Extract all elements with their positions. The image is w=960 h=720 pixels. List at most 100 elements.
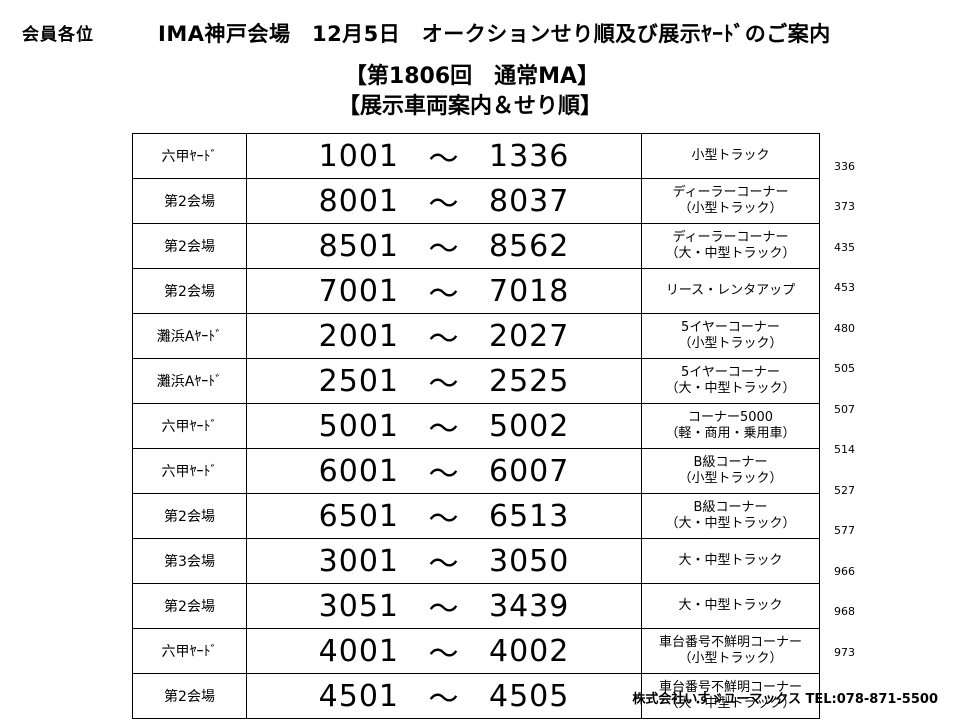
table-row: 第3会場 3001 ～ 3050 大・中型トラック: [132, 538, 820, 584]
category-cell: ディーラーコーナー （大・中型トラック）: [641, 223, 820, 269]
lot-range-end: 1336: [489, 138, 570, 174]
category-cell: 5イヤーコーナー （大・中型トラック）: [641, 358, 820, 404]
category-line: （小型トラック）: [678, 336, 783, 351]
lot-range-end: 5002: [489, 408, 570, 444]
lot-range-end: 6513: [489, 498, 570, 534]
lot-range-cell: 3001 ～ 3050: [246, 538, 642, 584]
cumulative-count: 373: [834, 200, 855, 213]
category-line: （大・中型トラック）: [665, 246, 796, 261]
category-cell: 大・中型トラック: [641, 538, 820, 584]
category-line: 車台番号不鮮明コーナー: [658, 635, 802, 650]
venue-cell: 第2会場: [132, 493, 247, 539]
lot-range-start: 7001: [318, 273, 399, 309]
cumulative-count: 507: [834, 402, 855, 416]
lot-range-start: 8001: [318, 183, 399, 219]
table-row: 第2会場 7001 ～ 7018 リース・レンタアップ: [132, 268, 820, 314]
category-line: コーナー5000: [687, 410, 774, 425]
category-cell: 小型トラック: [641, 133, 820, 179]
lot-range-end: 4002: [489, 633, 570, 669]
category-cell: 車台番号不鮮明コーナー （大・中型トラック）: [641, 673, 820, 719]
venue-cell: 六甲ﾔｰﾄﾞ: [132, 628, 247, 674]
lot-range-end: 6007: [489, 453, 570, 489]
lot-range-cell: 7001 ～ 7018: [246, 268, 642, 314]
lot-range-end: 2525: [489, 363, 570, 399]
table-row: 第2会場 8501 ～ 8562 ディーラーコーナー （大・中型トラック）: [132, 223, 820, 269]
cumulative-count: 966: [834, 564, 855, 578]
category-line: （小型トラック）: [678, 471, 783, 486]
range-separator: ～: [428, 232, 460, 267]
category-line: B級コーナー: [693, 500, 768, 515]
lot-range-cell: 2001 ～ 2027: [246, 313, 642, 359]
cumulative-count: 480: [834, 321, 855, 335]
range-separator: ～: [428, 592, 460, 627]
lot-range-start: 4501: [318, 678, 399, 714]
category-line: ディーラーコーナー: [672, 185, 789, 200]
table-row: 灘浜Aﾔｰﾄﾞ 2001 ～ 2027 5イヤーコーナー （小型トラック）: [132, 313, 820, 359]
range-separator: ～: [428, 547, 460, 582]
lot-range-start: 6001: [318, 453, 399, 489]
venue-cell: 第3会場: [132, 538, 247, 584]
cumulative-count: 505: [834, 362, 855, 375]
lot-range-cell: 4501 ～ 4505: [246, 673, 642, 719]
category-line: （大・中型トラック）: [665, 696, 796, 711]
lot-range-start: 3051: [318, 588, 399, 624]
range-separator: ～: [428, 457, 460, 492]
table-row: 六甲ﾔｰﾄﾞ 5001 ～ 5002 コーナー5000 （軽・商用・乗用車）: [132, 403, 820, 449]
category-cell: コーナー5000 （軽・商用・乗用車）: [641, 403, 820, 449]
category-line: 5イヤーコーナー: [681, 320, 780, 335]
category-line: リース・レンタアップ: [665, 283, 796, 298]
lot-range-cell: 8501 ～ 8562: [246, 223, 642, 269]
cumulative-count: 968: [834, 605, 855, 618]
table-row: 第2会場 6501 ～ 6513 B級コーナー （大・中型トラック）: [132, 493, 820, 539]
range-separator: ～: [428, 682, 460, 717]
range-separator: ～: [428, 412, 460, 447]
range-separator: ～: [428, 637, 460, 672]
venue-cell: 六甲ﾔｰﾄﾞ: [132, 133, 247, 179]
cumulative-count: 336: [834, 159, 855, 173]
category-line: （小型トラック）: [678, 201, 783, 216]
category-cell: B級コーナー （小型トラック）: [641, 448, 820, 494]
table-row: 第2会場 3051 ～ 3439 大・中型トラック: [132, 583, 820, 629]
category-line: B級コーナー: [693, 455, 768, 470]
cumulative-count: 577: [834, 524, 855, 537]
category-line: 小型トラック: [691, 148, 770, 163]
lot-range-end: 4505: [489, 678, 570, 714]
lot-range-end: 3050: [489, 543, 570, 579]
range-separator: ～: [428, 142, 460, 177]
lot-range-start: 6501: [318, 498, 399, 534]
table-row: 灘浜Aﾔｰﾄﾞ 2501 ～ 2525 5イヤーコーナー （大・中型トラック）: [132, 358, 820, 404]
venue-cell: 六甲ﾔｰﾄﾞ: [132, 448, 247, 494]
category-cell: B級コーナー （大・中型トラック）: [641, 493, 820, 539]
venue-cell: 第2会場: [132, 583, 247, 629]
lot-range-start: 4001: [318, 633, 399, 669]
addressee: 会員各位: [22, 25, 94, 45]
cumulative-totals: 336 373 435 453 480 505 507 514 527 577 966 968 973: [834, 133, 894, 660]
venue-cell: 灘浜Aﾔｰﾄﾞ: [132, 358, 247, 404]
category-line: 5イヤーコーナー: [681, 365, 780, 380]
cumulative-count: 453: [834, 281, 855, 294]
lot-range-cell: 6501 ～ 6513: [246, 493, 642, 539]
category-line: （軽・商用・乗用車）: [665, 426, 796, 441]
category-line: ディーラーコーナー: [672, 230, 789, 245]
category-cell: 車台番号不鮮明コーナー （小型トラック）: [641, 628, 820, 674]
table-row: 六甲ﾔｰﾄﾞ 1001 ～ 1336 小型トラック: [132, 133, 820, 179]
venue-cell: 第2会場: [132, 673, 247, 719]
lot-range-end: 2027: [489, 318, 570, 354]
table-row: 第2会場 8001 ～ 8037 ディーラーコーナー （小型トラック）: [132, 178, 820, 224]
category-cell: 5イヤーコーナー （小型トラック）: [641, 313, 820, 359]
category-cell: 大・中型トラック: [641, 583, 820, 629]
lot-range-end: 7018: [489, 273, 570, 309]
venue-cell: 第2会場: [132, 178, 247, 224]
cumulative-count: 435: [834, 240, 855, 254]
category-line: 車台番号不鮮明コーナー: [658, 680, 802, 695]
company-contact: 株式会社いすゞユーマックス TEL:078-871-5500: [632, 692, 938, 707]
lot-range-start: 1001: [318, 138, 399, 174]
range-separator: ～: [428, 277, 460, 312]
venue-cell: 六甲ﾔｰﾄﾞ: [132, 403, 247, 449]
range-separator: ～: [428, 367, 460, 402]
auction-order-table: 六甲ﾔｰﾄﾞ 1001 ～ 1336 小型トラック 第2会場 8001 ～ 8037 ディーラーコ…: [132, 133, 820, 719]
lot-range-start: 2001: [318, 318, 399, 354]
page-title: IMA神戸会場 12月5日 オークションせり順及び展示ﾔｰﾄﾞのご案内: [158, 22, 831, 46]
lot-range-cell: 3051 ～ 3439: [246, 583, 642, 629]
range-separator: ～: [428, 502, 460, 537]
